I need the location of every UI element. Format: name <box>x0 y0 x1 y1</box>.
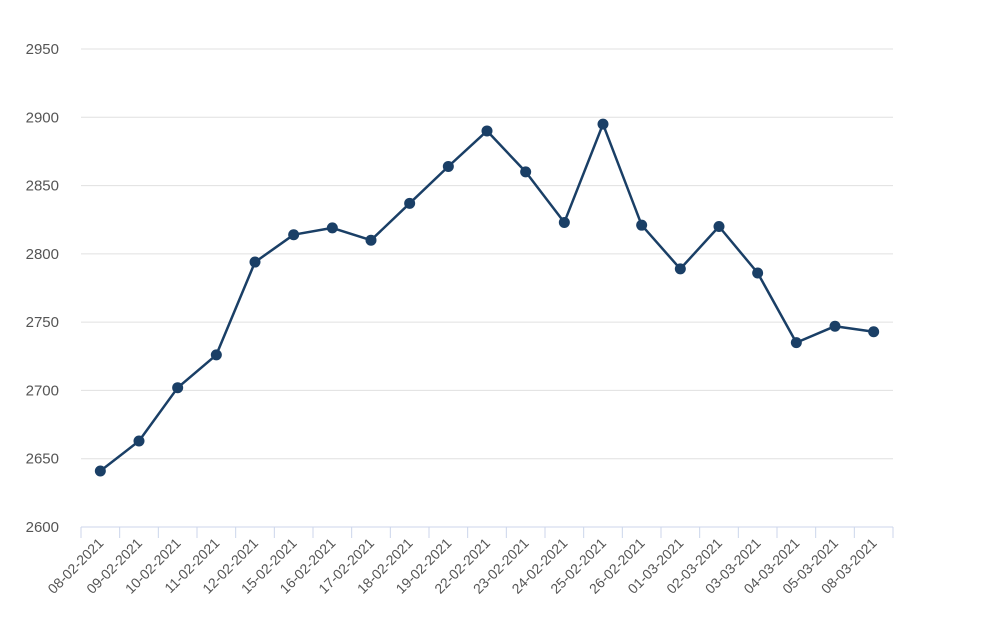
data-point[interactable] <box>868 326 880 338</box>
data-point[interactable] <box>404 197 416 209</box>
series-layer <box>94 118 880 477</box>
data-point[interactable] <box>133 435 145 447</box>
y-tick-label: 2900 <box>26 109 59 126</box>
y-tick-label: 2700 <box>26 382 59 399</box>
y-tick-label: 2950 <box>26 41 59 58</box>
data-point[interactable] <box>94 465 106 477</box>
data-point[interactable] <box>713 221 725 233</box>
data-point[interactable] <box>172 382 184 394</box>
data-point[interactable] <box>442 160 454 172</box>
data-point[interactable] <box>829 320 841 332</box>
series-line <box>99 122 875 473</box>
data-point[interactable] <box>288 229 300 241</box>
gridlines <box>81 48 893 460</box>
data-point[interactable] <box>249 256 261 268</box>
data-point[interactable] <box>636 219 648 231</box>
y-tick-label: 2800 <box>26 246 59 263</box>
data-point[interactable] <box>597 118 609 130</box>
data-point[interactable] <box>520 166 532 178</box>
y-tick-label: 2850 <box>26 178 59 195</box>
data-point[interactable] <box>326 222 338 234</box>
y-tick-label: 2600 <box>26 519 59 536</box>
y-tick-label: 2650 <box>26 451 59 468</box>
y-axis-labels: 2600 2650 2700 2750 2800 2850 2900 2950 <box>26 41 59 536</box>
data-point[interactable] <box>365 234 377 246</box>
data-point[interactable] <box>752 267 764 279</box>
data-point[interactable] <box>481 125 493 137</box>
data-point[interactable] <box>210 349 222 361</box>
x-axis <box>80 526 894 538</box>
y-tick-label: 2750 <box>26 314 59 331</box>
x-axis-labels: 08-02-202109-02-202110-02-202111-02-2021… <box>44 535 879 597</box>
data-point[interactable] <box>558 216 570 228</box>
data-point[interactable] <box>790 337 802 349</box>
data-point[interactable] <box>674 263 686 275</box>
